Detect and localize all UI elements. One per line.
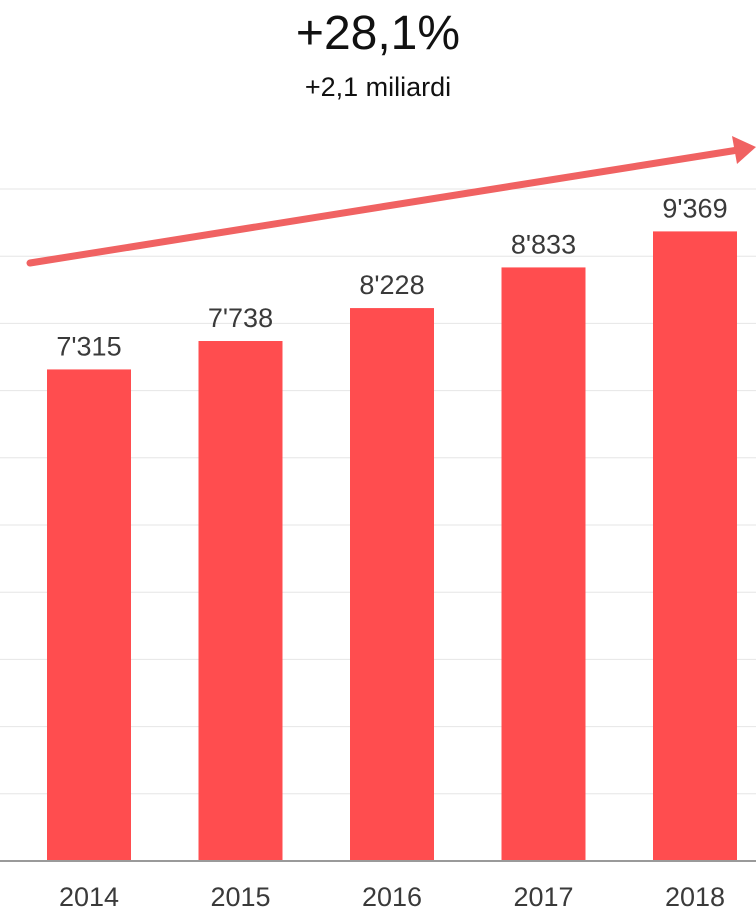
bar-2015 <box>198 341 283 861</box>
trend-arrow-icon <box>26 136 756 267</box>
value-label-2014: 7'315 <box>56 331 121 361</box>
growth-percent-label: +28,1% <box>295 7 461 60</box>
growth-absolute-label: +2,1 miliardi <box>304 72 452 102</box>
bar-2018 <box>653 231 737 861</box>
value-label-2016: 8'228 <box>359 270 424 300</box>
x-tick-2017: 2017 <box>513 882 573 912</box>
value-label-2015: 7'738 <box>208 303 273 333</box>
x-tick-labels: 2014 2015 2016 2017 2018 <box>59 882 725 912</box>
bar-2014 <box>47 369 131 861</box>
bar-2016 <box>350 308 434 862</box>
value-label-2017: 8'833 <box>511 229 576 259</box>
x-tick-2015: 2015 <box>210 882 270 912</box>
bars <box>47 231 737 862</box>
value-label-2018: 9'369 <box>662 193 727 223</box>
bar-2017 <box>501 267 586 862</box>
x-tick-2016: 2016 <box>362 882 422 912</box>
x-tick-2014: 2014 <box>59 882 119 912</box>
x-tick-2018: 2018 <box>665 882 725 912</box>
value-labels: 7'315 7'738 8'228 8'833 9'369 <box>56 193 727 361</box>
